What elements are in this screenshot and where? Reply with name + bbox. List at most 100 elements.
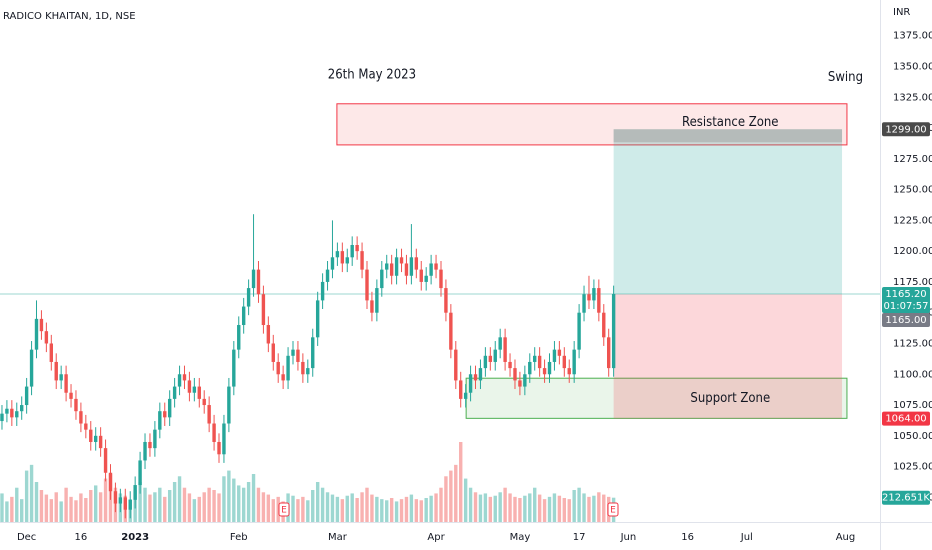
candle-body (153, 429, 157, 449)
candle-body (434, 263, 438, 270)
candle-body (424, 275, 428, 282)
volume-bar (163, 496, 167, 522)
volume-bar (256, 487, 261, 522)
volume-bar (542, 499, 547, 522)
volume-bar (350, 493, 354, 522)
candle-body (577, 312, 581, 350)
volume-bar (187, 493, 192, 522)
volume-bar (478, 494, 483, 522)
candle-body (547, 361, 552, 375)
earnings-marker (607, 502, 619, 517)
candle-body (15, 411, 19, 418)
volume-bar (207, 487, 211, 522)
candle-body (202, 398, 206, 406)
volume-bar (167, 490, 172, 522)
x-tick-label: 16 (681, 532, 694, 543)
candle-body (20, 405, 24, 412)
candle-body (444, 288, 448, 313)
currency-label: INR (893, 7, 910, 18)
volume-bar (562, 498, 567, 522)
volume-bar (547, 496, 552, 522)
volume-bar (414, 499, 419, 522)
x-tick-label: Feb (230, 532, 248, 543)
candle-body (375, 288, 379, 313)
volume-bar (463, 478, 468, 522)
volume-bar (533, 487, 537, 522)
volume-bar (44, 494, 49, 522)
earnings-marker-letter: E (281, 506, 287, 516)
candle-body (414, 257, 419, 270)
volume-bar (54, 492, 58, 522)
candle-body (59, 374, 63, 381)
zone-label: Support Zone (690, 391, 770, 406)
candle-body (108, 472, 113, 492)
volume-bar (380, 499, 384, 522)
x-tick-label: Aug (836, 532, 856, 543)
volume-bar (429, 495, 433, 522)
candle-body (483, 355, 488, 369)
candle-body (360, 251, 364, 270)
chart-title: RADICO KHAITAN, 1D, NSE (3, 11, 136, 22)
volume-bar (227, 470, 231, 522)
volume-bar (311, 490, 315, 522)
volume-bar (301, 496, 305, 522)
candle-body (449, 312, 453, 350)
volume-bar (508, 493, 512, 522)
volume-bar (449, 470, 453, 522)
volume-bar (582, 493, 586, 522)
position-header (613, 129, 843, 143)
volume-bar (202, 492, 206, 522)
volume-bar (439, 487, 443, 522)
volume-bar (138, 482, 142, 522)
volume-bar (315, 482, 320, 522)
volume-bar (237, 485, 241, 522)
volume-bar (153, 492, 157, 522)
volume-bar (587, 496, 591, 522)
candle-body (261, 294, 266, 326)
price-badge-label: 1064.00 (885, 414, 926, 425)
candle-body (113, 491, 118, 504)
candle-body (281, 374, 285, 381)
volume-bar (232, 478, 236, 522)
volume-bar (89, 490, 93, 522)
volume-bar (34, 482, 39, 522)
volume-badge (882, 490, 930, 505)
candle-body (345, 257, 349, 264)
x-tick-label: 16 (75, 532, 88, 543)
volume-bar (389, 498, 394, 522)
volume-bar (177, 476, 182, 522)
price-badge-label: 1165.00 (885, 315, 926, 326)
x-tick-label: May (510, 532, 531, 543)
volume-bar (261, 492, 266, 522)
volume-bar (468, 487, 473, 522)
candle-body (118, 497, 123, 504)
volume-bar (409, 494, 414, 522)
candle-body (123, 497, 127, 510)
volume-bar (276, 496, 280, 522)
volume-bar (182, 487, 187, 522)
price-badge (882, 312, 930, 327)
volume-bar (158, 487, 162, 522)
volume-bar (320, 487, 325, 522)
y-tick-label: 1350.00 (893, 61, 932, 72)
volume-bar (444, 476, 448, 522)
candle-body (182, 374, 187, 381)
volume-bar (197, 496, 201, 522)
zone (465, 377, 848, 419)
candle-body (370, 300, 374, 313)
candle-body (518, 380, 522, 387)
volume-bar (20, 499, 24, 522)
volume-bar (271, 499, 275, 522)
candle-body (29, 349, 34, 387)
candle-body (133, 485, 137, 500)
volume-bar (10, 496, 14, 522)
candle-body (212, 423, 216, 442)
candle-body (74, 398, 78, 412)
candle-body (439, 269, 443, 289)
volume-bar (602, 494, 606, 522)
volume-bar (49, 499, 54, 522)
volume-bar (370, 494, 374, 522)
candle-body (552, 349, 557, 362)
candle-body (463, 392, 468, 399)
candle-body (513, 368, 517, 381)
